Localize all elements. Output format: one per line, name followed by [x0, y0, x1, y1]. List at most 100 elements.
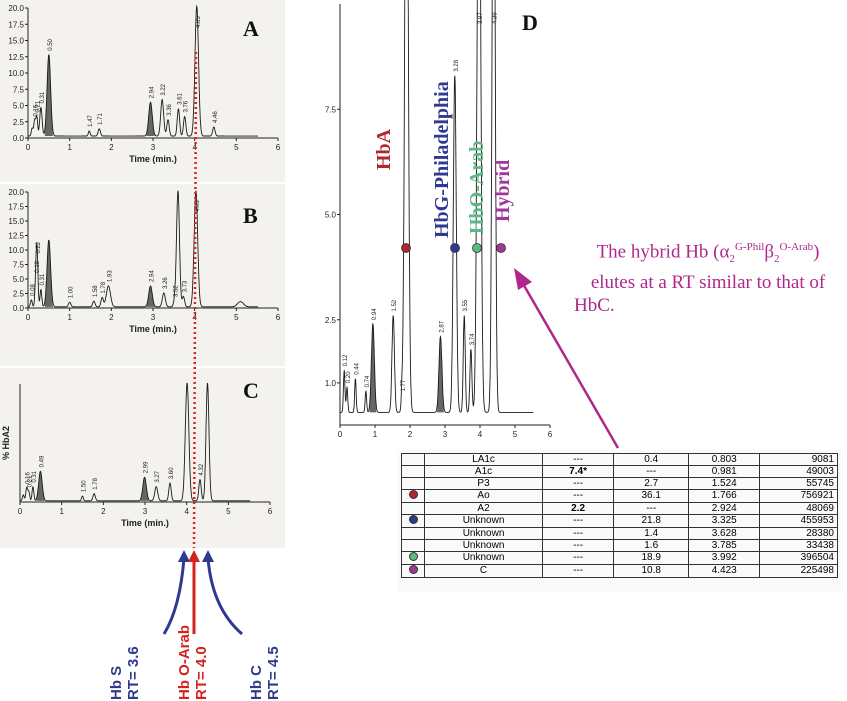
x-tick-label: 3 [151, 313, 156, 322]
annotation-sub2: 2 [773, 253, 780, 266]
table-row: Unknown --- 1.4 3.628 28380 [400, 527, 838, 540]
peak-label: 3.73 [182, 280, 188, 292]
table-row: Unknown --- 1.6 3.785 33438 [400, 539, 838, 552]
shaded-peak [146, 102, 155, 137]
panel-label-a: A [243, 16, 259, 41]
y-tick-label: 5.0 [325, 211, 337, 220]
table-cell-c4: 0.981 [688, 465, 761, 478]
table-cell-name: A2 [424, 502, 543, 515]
y-tick-label: 15.0 [8, 217, 24, 226]
table-cell-marker [400, 551, 426, 565]
peak-label: 1.50 [82, 480, 88, 492]
table-cell-c4: 3.325 [688, 514, 761, 528]
table-cell-c5: 225498 [759, 564, 838, 578]
peak-label: 0.74 [365, 375, 371, 387]
peak-label: 3.22 [161, 83, 167, 95]
annotation-arrow [514, 268, 620, 449]
table-cell-marker [400, 514, 426, 528]
peak-label: 4.03 [195, 200, 201, 212]
table-cell-c2: --- [541, 489, 615, 503]
table-cell-c3: 10.8 [613, 564, 690, 578]
x-tick-label: 2 [408, 430, 413, 439]
peak-label: 1.77 [401, 379, 407, 391]
table-cell-marker [400, 564, 426, 578]
peak-label: 0.20 [346, 371, 352, 383]
chromatogram-d: 0 1 2 3 4 5 6 1.0 2.5 5.0 7.5 0.12 0.200.44 0.74 0.94 1… [325, 0, 553, 439]
y-tick-label: 0.0 [13, 134, 25, 143]
x-tick-label: 3 [151, 143, 156, 152]
shaded-peak [369, 324, 377, 413]
chromatogram-trace [28, 4, 258, 137]
y-tick-label: 12.5 [8, 232, 24, 241]
table-cell-name: A1c [424, 465, 543, 478]
peak-label: 1.71 [98, 113, 104, 125]
annotation-beta: β [764, 241, 774, 263]
table-row-dot [408, 552, 418, 561]
arrow-hbc [206, 557, 243, 636]
peak-label: 4.46 [213, 111, 219, 123]
hbs-label: Hb S RT= 3.6 [108, 590, 142, 700]
x-axis-label: Time (min.) [129, 324, 177, 334]
y-tick-label: 5.0 [13, 102, 25, 111]
annotation-sup1: G-Phil [734, 241, 765, 253]
table-cell-name: C [424, 564, 543, 578]
table-cell-c4: 3.992 [688, 551, 761, 565]
table-cell-marker [400, 539, 426, 552]
table-row-dot [408, 490, 418, 499]
y-tick-label: 20.0 [8, 188, 24, 197]
x-tick-label: 5 [234, 143, 239, 152]
y-tick-label: 10.0 [8, 246, 24, 255]
peak-label: 0.22 [36, 241, 42, 253]
x-tick-label: 1 [373, 430, 378, 439]
x-tick-label: 1 [59, 507, 64, 516]
peak-label: 2.94 [150, 270, 156, 282]
table-cell-c3: --- [613, 502, 690, 515]
annotation-line1b: ) [813, 241, 820, 263]
chromatogram-trace [20, 382, 250, 502]
panel-label-d: D [522, 10, 538, 35]
table-cell-c2: --- [541, 564, 615, 578]
annotation-line3: HbC. [574, 295, 615, 317]
annotation-line2: elutes at a RT similar to that of [590, 272, 826, 294]
x-tick-label: 0 [26, 313, 31, 322]
table-cell-marker [400, 453, 426, 466]
x-tick-label: 1 [67, 143, 72, 152]
peak-label: 1.93 [107, 270, 113, 282]
table-cell-c5: 55745 [759, 477, 838, 490]
table-row: A1c 7.4* --- 0.981 49003 [400, 465, 838, 478]
peak-label: 1.58 [93, 285, 99, 297]
table-cell-c3: 2.7 [613, 477, 690, 490]
table-cell-c2: --- [541, 551, 615, 565]
peak-label: 1.78 [93, 477, 99, 489]
peak-label: 3.28 [454, 59, 460, 71]
table-cell-name: Ao [424, 489, 543, 503]
y-tick-label: 7.5 [13, 261, 25, 270]
y-tick-label: 1.0 [325, 379, 337, 388]
hbc-rt: RT= 4.5 [265, 646, 282, 700]
peak-label: 3.76 [184, 100, 190, 112]
peak-label: 0.12 [343, 354, 349, 366]
hbo-name: Hb O-Arab [176, 625, 193, 700]
table-cell-c4: 0.803 [688, 453, 761, 466]
table-cell-c4: 1.524 [688, 477, 761, 490]
shaded-peak [437, 336, 444, 413]
table-cell-c3: 1.4 [613, 527, 690, 540]
shaded-peak [36, 471, 45, 501]
y-tick-label: 2.5 [13, 290, 25, 299]
table-cell-c4: 2.924 [688, 502, 761, 515]
chromatogram-c: 0 1 2 3 4 5 6 0.160.210.310.49 1.50 1.78 2.99 3.27 3… [1, 382, 273, 528]
table-row: C --- 10.8 4.423 225498 [400, 564, 838, 578]
bottom-arrows [162, 550, 243, 636]
peak-label: 2.99 [144, 461, 150, 473]
shaded-peak [140, 477, 149, 501]
y-tick-label: 15.0 [8, 37, 24, 46]
table-row: Unknown --- 21.8 3.325 455953 [400, 514, 838, 528]
results-table-container: LA1c --- 0.4 0.803 9081 A1c 7.4* --- 0.981 49003 P… [397, 450, 843, 592]
panel-label-c: C [243, 378, 259, 403]
table-row: P3 --- 2.7 1.524 55745 [400, 477, 838, 490]
y-tick-label: 17.5 [8, 203, 24, 212]
peak-label: 1.78 [101, 281, 107, 293]
hbs-rt: RT= 3.6 [125, 646, 142, 700]
x-tick-label: 2 [101, 507, 106, 516]
table-cell-c4: 3.785 [688, 539, 761, 552]
